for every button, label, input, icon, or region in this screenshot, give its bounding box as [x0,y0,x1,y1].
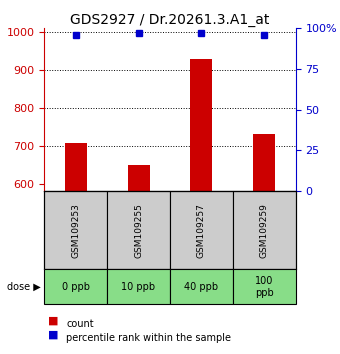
Bar [44,269,107,304]
Text: GSM109255: GSM109255 [134,202,143,258]
Text: 0 ppb: 0 ppb [62,282,90,292]
Text: 100
ppb: 100 ppb [255,276,274,298]
Text: 10 ppb: 10 ppb [121,282,156,292]
Text: ■: ■ [48,316,58,326]
Bar [253,135,275,191]
Text: GSM109253: GSM109253 [71,202,80,258]
Text: GSM109259: GSM109259 [260,202,269,258]
Title: GDS2927 / Dr.20261.3.A1_at: GDS2927 / Dr.20261.3.A1_at [70,13,270,27]
Bar [233,269,296,304]
Text: dose ▶: dose ▶ [7,282,41,292]
Bar [190,59,212,191]
Bar [128,165,150,191]
Bar [233,191,296,269]
Bar [170,191,233,269]
Bar [170,269,233,304]
Text: percentile rank within the sample: percentile rank within the sample [66,333,231,343]
Bar [65,143,87,191]
Text: ■: ■ [48,330,58,340]
Bar [107,191,170,269]
Text: 40 ppb: 40 ppb [184,282,219,292]
Bar [44,191,107,269]
Bar [107,269,170,304]
Text: GSM109257: GSM109257 [197,202,206,258]
Text: count: count [66,319,94,329]
